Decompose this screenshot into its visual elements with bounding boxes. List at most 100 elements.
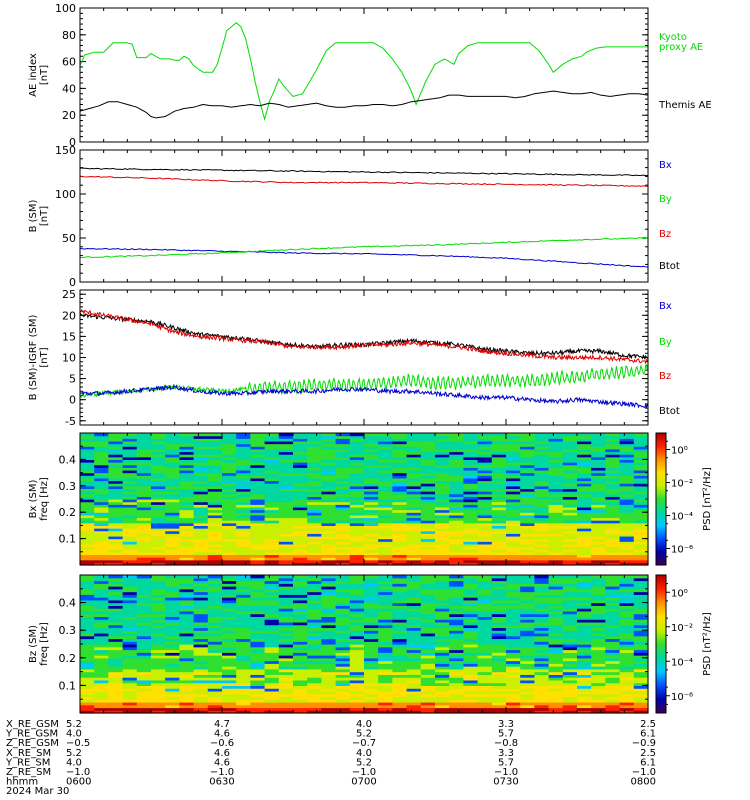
spectrogram-cell — [378, 496, 393, 500]
spectrogram-cell — [349, 621, 365, 626]
series-line-btot — [80, 312, 648, 360]
spectrogram-cell — [378, 451, 393, 455]
spectrogram-cell — [179, 696, 195, 700]
spectrogram-cell — [80, 605, 95, 609]
spectrogram-cell — [477, 459, 493, 463]
spectrogram-cell — [165, 655, 180, 659]
spectrogram-cell — [534, 562, 550, 566]
spectrogram-cell — [364, 464, 379, 468]
spectrogram-cell — [506, 602, 521, 606]
spectrogram-cell — [222, 448, 237, 453]
spectrogram-cell — [378, 610, 393, 615]
spectrogram-cell — [136, 704, 152, 709]
spectrogram-cell — [392, 443, 408, 447]
spectrogram-cell — [349, 710, 365, 714]
spectrogram-cell — [477, 557, 493, 561]
spectrogram-cell — [605, 517, 621, 521]
spectrogram-cell — [605, 688, 621, 692]
spectrogram-cell — [591, 652, 606, 656]
spectrogram-cell — [605, 616, 621, 620]
spectrogram-cell — [165, 520, 180, 524]
spectrogram-cell — [136, 459, 152, 463]
spectrogram-cell — [562, 549, 578, 553]
spectrogram-cell — [605, 443, 621, 447]
y-axis-label: B (SM) — [28, 199, 39, 232]
spectrogram-cell — [349, 496, 365, 500]
spectrogram-cell — [420, 668, 436, 673]
spectrogram-cell — [392, 644, 408, 648]
spectrogram-cell — [364, 559, 379, 563]
spectrogram-cell — [420, 462, 436, 466]
spectrogram-cell — [222, 488, 237, 492]
spectrogram-cell — [151, 657, 166, 662]
spectrogram-cell — [264, 641, 280, 645]
spectrogram-cell — [406, 438, 422, 442]
spectrogram-cell — [477, 562, 493, 566]
spectrogram-cell — [307, 619, 322, 623]
spectrogram-cell — [562, 509, 578, 513]
spectrogram-cell — [278, 624, 294, 629]
spectrogram-cell — [491, 549, 507, 553]
spectrogram-cell — [122, 433, 138, 437]
spectrogram-cell — [562, 710, 578, 714]
spectrogram-cell — [165, 549, 180, 553]
spectrogram-cell — [520, 655, 535, 659]
spectrogram-cell — [506, 456, 521, 460]
spectrogram-cell — [278, 467, 294, 471]
spectrogram-cell — [605, 438, 621, 442]
spectrogram-cell — [278, 522, 294, 526]
spectrogram-cell — [449, 621, 464, 626]
ephemeris-value: 6.1 — [640, 729, 656, 740]
spectrogram-cell — [307, 583, 322, 587]
spectrogram-cell — [349, 586, 365, 590]
spectrogram-cell — [534, 517, 550, 521]
spectrogram-cell — [577, 454, 592, 458]
spectrogram-cell — [506, 499, 521, 503]
spectrogram-cell — [562, 602, 578, 606]
spectrogram-cell — [619, 543, 635, 548]
spectrogram-cell — [562, 616, 578, 620]
spectrogram-cell — [321, 608, 337, 612]
spectrogram-cell — [136, 657, 152, 662]
spectrogram-cell — [534, 701, 550, 706]
spectrogram-cell — [435, 483, 450, 487]
spectrogram-cell — [491, 501, 507, 505]
spectrogram-cell — [449, 580, 464, 584]
spectrogram-cell — [94, 608, 109, 612]
spectrogram-cell — [548, 597, 564, 601]
spectrogram-cell — [307, 464, 322, 468]
spectrogram-cell — [520, 668, 535, 673]
spectrogram-cell — [250, 543, 266, 548]
spectrogram-cell — [94, 488, 109, 492]
spectrogram-cell — [463, 591, 479, 595]
y-axis-label: Bx (SM) — [28, 480, 39, 519]
spectrogram-cell — [321, 520, 337, 524]
spectrogram-cell — [435, 649, 450, 653]
spectrogram-cell — [278, 583, 294, 587]
spectrogram-cell — [364, 674, 379, 678]
spectrogram-cell — [136, 475, 152, 479]
spectrogram-cell — [236, 451, 251, 455]
spectrogram-cell — [94, 454, 109, 458]
spectrogram-cell — [349, 509, 365, 513]
spectrogram-cell — [435, 668, 450, 673]
spectrogram-cell — [349, 624, 365, 629]
spectrogram-cell — [619, 591, 635, 595]
ephemeris-value: −0.7 — [352, 738, 376, 749]
spectrogram-cell — [463, 682, 479, 686]
spectrogram-cell — [165, 509, 180, 513]
spectrogram-cell — [534, 543, 550, 548]
spectrogram-cell — [619, 499, 635, 503]
spectrogram-cell — [562, 621, 578, 626]
spectrogram-cell — [94, 649, 109, 653]
spectrogram-cell — [435, 485, 450, 490]
spectrogram-cell — [193, 630, 209, 634]
spectrogram-cell — [151, 433, 166, 437]
spectrogram-cell — [80, 456, 95, 460]
legend-kyoto-line1: Kyoto — [659, 32, 687, 43]
spectrogram-cell — [222, 562, 237, 566]
spectrogram-cell — [264, 693, 280, 698]
spectrogram-cell — [534, 454, 550, 458]
spectrogram-cell — [236, 635, 251, 640]
spectrogram-cell — [236, 688, 251, 692]
